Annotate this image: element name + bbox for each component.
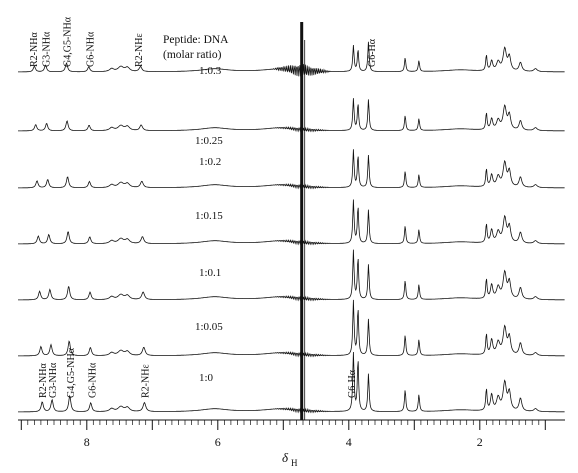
spectrum-line-4 [18, 249, 565, 302]
ratio-label-2: 1:0.2 [199, 156, 221, 168]
top-peak-label-4: R2-NHε [134, 33, 145, 67]
spectrum-line-3 [18, 199, 565, 246]
ratio-label-5: 1:0.05 [195, 321, 223, 333]
ratio-labels: 1:0.3 1:0.25 1:0.2 1:0.15 1:0.1 1:0.05 1… [195, 65, 223, 384]
top-peak-label-0: R2-NHα [29, 32, 40, 67]
spectrum-line-1 [18, 98, 565, 133]
spectrum-line-0 [18, 41, 565, 77]
bottom-peak-label-1: G3-NHα [48, 362, 59, 398]
spectrum-line-6 [18, 351, 565, 414]
top-peak-label-5: G6-Hα [367, 38, 378, 67]
ratio-label-1: 1:0.25 [195, 135, 223, 147]
x-tick-label: 2 [477, 435, 483, 449]
spectrum-line-2 [18, 149, 565, 190]
bottom-peak-label-2: G4,G5-NHα [66, 347, 77, 398]
bottom-peak-label-0: R2-NHα [38, 363, 49, 398]
x-axis-label-subscript: H [291, 458, 298, 468]
bottom-peak-label-5: G6-Hα [347, 369, 358, 398]
x-axis-title: δ H [282, 450, 298, 468]
ratio-label-6: 1:0 [199, 372, 214, 384]
spectra-layer [18, 22, 565, 420]
bottom-peak-label-3: G6-NHα [87, 362, 98, 398]
spectrum-line-5 [18, 299, 565, 358]
legend-title-line1: Peptide: DNA [163, 34, 229, 46]
top-peak-label-2: G4,G5-NHα [63, 16, 74, 67]
ratio-label-0: 1:0.3 [199, 65, 222, 77]
top-peak-label-3: G6-NHα [85, 31, 96, 67]
legend-title-line2: (molar ratio) [163, 49, 222, 61]
x-axis: 8 6 4 2 [18, 419, 565, 449]
ratio-label-3: 1:0.15 [195, 210, 223, 222]
x-tick-label: 8 [84, 435, 90, 449]
bottom-peak-label-4: R2-NHε [140, 364, 151, 398]
ratio-label-4: 1:0.1 [199, 267, 221, 279]
peak-labels-layer: R2-NHα G3-NHα G4,G5-NHα G6-NHα R2-NHε G6-HαR2… [29, 16, 378, 398]
x-axis-label: δ [282, 450, 289, 465]
x-tick-label: 6 [215, 435, 221, 449]
water-signal [300, 22, 304, 420]
x-tick-label: 4 [346, 435, 352, 449]
legend: Peptide: DNA (molar ratio) [163, 34, 229, 61]
top-peak-label-1: G3-NHα [42, 31, 53, 67]
